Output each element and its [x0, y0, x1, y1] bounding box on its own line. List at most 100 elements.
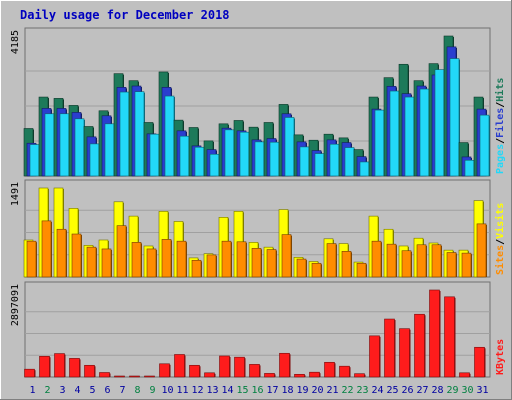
bar-sites	[476, 223, 487, 278]
bar-pages-day-8	[134, 91, 145, 177]
bar-pages	[269, 141, 280, 177]
bar-pages	[299, 146, 310, 177]
bar-kbytes	[204, 372, 216, 378]
day-label-18: 18	[281, 385, 293, 396]
bar-kbytes-day-8	[129, 375, 140, 378]
legend-item: /	[495, 239, 506, 245]
bar-sites	[371, 240, 382, 278]
bar-pages	[419, 88, 430, 177]
day-label-13: 13	[206, 385, 218, 396]
day-label-2: 2	[44, 385, 50, 396]
bar-pages	[179, 135, 190, 177]
day-label-27: 27	[416, 385, 428, 396]
bar-kbytes	[324, 361, 336, 378]
bar-kbytes	[114, 375, 125, 378]
bar-sites-day-21	[326, 243, 337, 278]
bar-sites	[326, 243, 337, 278]
legend-item: /	[495, 138, 506, 144]
day-label-21: 21	[326, 385, 338, 396]
legend-kbytes: KBytes	[495, 339, 506, 375]
bar-kbytes	[189, 364, 201, 378]
day-label-19: 19	[296, 385, 308, 396]
bar-pages	[224, 129, 235, 177]
bar-pages-day-18	[284, 117, 295, 177]
bar-pages-day-13	[209, 153, 220, 177]
bar-sites	[356, 262, 367, 278]
bar-kbytes-day-20	[309, 371, 320, 378]
day-label-1: 1	[29, 385, 35, 396]
day-label-11: 11	[176, 385, 188, 396]
bar-kbytes	[249, 364, 261, 378]
bar-sites-day-4	[71, 233, 82, 278]
bar-pages-day-22	[344, 147, 355, 177]
bar-pages	[374, 109, 385, 177]
bar-kbytes	[54, 353, 66, 378]
bar-sites-day-9	[146, 248, 157, 278]
bar-pages	[164, 95, 175, 177]
bar-pages-day-26	[404, 96, 415, 177]
bar-pages-day-19	[299, 146, 310, 177]
day-label-5: 5	[89, 385, 95, 396]
bar-sites-day-19	[296, 258, 307, 278]
bar-sites	[146, 248, 157, 278]
bar-sites	[116, 225, 127, 278]
bar-kbytes-day-23	[354, 373, 365, 378]
day-label-3: 3	[59, 385, 65, 396]
bar-pages-day-31	[479, 114, 490, 177]
bar-sites	[161, 239, 172, 278]
bar-pages-day-5	[89, 143, 100, 177]
bar-sites	[236, 241, 247, 278]
bar-kbytes-day-27	[414, 313, 425, 378]
bar-kbytes-day-28	[429, 289, 440, 378]
bar-sites-day-17	[266, 249, 277, 278]
bar-sites	[41, 220, 52, 278]
bar-kbytes	[39, 355, 51, 378]
bar-kbytes-day-31	[474, 346, 485, 378]
day-label-9: 9	[149, 385, 155, 396]
bar-kbytes-day-9	[144, 375, 155, 378]
bar-sites	[386, 243, 397, 278]
bar-pages	[149, 133, 160, 177]
day-label-7: 7	[119, 385, 125, 396]
bar-kbytes	[84, 364, 96, 378]
bar-pages	[194, 146, 205, 177]
bar-pages	[389, 90, 400, 177]
bar-pages-day-30	[464, 159, 475, 177]
bar-sites	[341, 251, 352, 278]
bar-kbytes-day-17	[264, 373, 275, 378]
bar-pages	[344, 147, 355, 177]
bar-kbytes	[99, 372, 111, 378]
panel-kbytes: 2897091 KBytes	[10, 281, 506, 378]
bar-kbytes-day-14	[219, 355, 230, 378]
bar-pages-day-12	[194, 146, 205, 177]
bar-pages-day-20	[314, 153, 325, 177]
bar-sites	[266, 249, 277, 278]
bar-pages	[89, 143, 100, 177]
day-label-6: 6	[104, 385, 110, 396]
chart-title: Daily usage for December 2018	[20, 8, 230, 22]
day-label-17: 17	[266, 385, 278, 396]
bar-kbytes	[414, 313, 426, 378]
bar-pages-day-3	[59, 113, 70, 177]
bar-kbytes-day-10	[159, 363, 170, 378]
day-label-10: 10	[161, 385, 173, 396]
legend-item: Visits	[494, 203, 506, 239]
bar-pages	[254, 141, 265, 177]
bar-pages	[134, 91, 145, 177]
bar-sites-day-3	[56, 228, 67, 278]
bar-pages-day-16	[254, 141, 265, 177]
legend-visits-sites: Sites/Visits	[494, 203, 506, 275]
bar-kbytes-day-6	[99, 372, 110, 378]
day-label-23: 23	[356, 385, 368, 396]
bar-kbytes	[429, 289, 441, 378]
bar-pages-day-27	[419, 88, 430, 177]
bar-sites-day-10	[161, 239, 172, 278]
bar-sites	[446, 252, 457, 278]
legend-item: Pages	[495, 144, 506, 174]
bar-kbytes	[159, 363, 171, 378]
bar-pages-day-4	[74, 118, 85, 177]
day-label-25: 25	[386, 385, 398, 396]
bar-kbytes	[399, 328, 411, 378]
